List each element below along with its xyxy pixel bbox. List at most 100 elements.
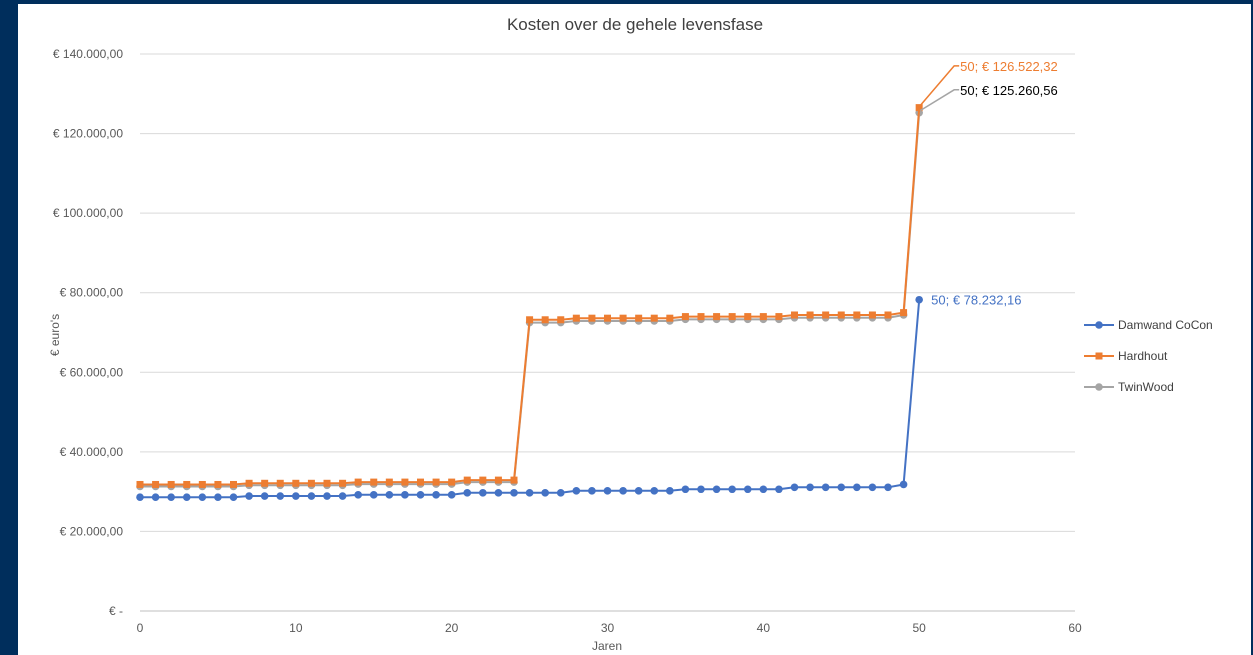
x-tick-label: 0 [137,621,144,635]
data-point [822,483,830,491]
data-label-damwand-cocon: 50; € 78.232,16 [931,293,1021,308]
data-point [183,493,191,501]
data-point [168,481,175,488]
data-point [432,491,440,499]
x-tick-label: 50 [912,621,926,635]
data-point [199,493,207,501]
data-point [900,481,908,489]
data-point [245,492,253,500]
data-point [635,315,642,322]
legend-marker [1095,383,1103,391]
data-point [666,487,674,495]
y-tick-label: € 60.000,00 [60,365,124,379]
line-chart: Kosten over de gehele levensfase € - € 20… [18,4,1251,655]
data-point [900,309,907,316]
leader-line [920,90,959,111]
y-tick-label: € 80.000,00 [60,286,124,300]
data-point [292,480,299,487]
data-point [308,492,316,500]
data-label-hardhout: 50; € 126.522,32 [960,59,1058,74]
data-point [885,311,892,318]
data-point [386,491,394,499]
data-point [573,315,580,322]
data-point [807,311,814,318]
data-point [775,313,782,320]
data-point [884,483,892,491]
data-point [620,315,627,322]
data-point [136,493,144,501]
data-point [760,313,767,320]
data-point [573,487,581,495]
data-point [401,479,408,486]
data-point [604,315,611,322]
data-point [277,480,284,487]
data-labels: 50; € 126.522,32 50; € 125.260,56 50; € 78… [920,59,1058,308]
y-tick-label: € 140.000,00 [53,47,123,61]
data-point [651,315,658,322]
data-point [324,480,331,487]
gridlines [140,54,1075,611]
data-point [292,492,300,500]
data-point [697,485,705,493]
data-point [183,481,190,488]
legend-label: Damwand CoCon [1118,318,1213,332]
data-point [869,311,876,318]
series-line [140,113,919,487]
data-point [729,313,736,320]
data-point [541,489,549,497]
data-point [355,479,362,486]
y-tick-label: € 40.000,00 [60,445,124,459]
data-point [728,485,736,493]
data-point [308,480,315,487]
data-point [511,477,518,484]
y-axis-label: € euro's [48,314,62,356]
data-point [230,493,238,501]
data-point [510,489,518,497]
data-point [791,311,798,318]
leader-line [920,66,959,106]
data-point [261,492,269,500]
data-point [214,481,221,488]
series-hardhout [137,104,923,488]
data-point [230,481,237,488]
x-tick-label: 20 [445,621,459,635]
data-point [479,477,486,484]
data-point [822,311,829,318]
y-tick-label: € 100.000,00 [53,206,123,220]
data-point [448,491,456,499]
data-point [588,487,596,495]
x-tick-label: 60 [1068,621,1082,635]
data-point [837,483,845,491]
data-point [401,491,409,499]
data-point [838,311,845,318]
data-point [246,480,253,487]
x-axis-label: Jaren [592,639,622,653]
data-point [635,487,643,495]
data-point [339,492,347,500]
data-label-twinwood: 50; € 125.260,56 [960,83,1058,98]
y-axis-tick-labels: € - € 20.000,00 € 40.000,00 € 60.000,00 € 80… [53,47,123,618]
data-point [479,489,487,497]
data-point [526,316,533,323]
y-tick-label: € - [109,604,123,618]
data-point [915,296,923,304]
y-tick-label: € 120.000,00 [53,127,123,141]
data-point [386,479,393,486]
data-point [464,477,471,484]
data-point [167,493,175,501]
data-point [137,481,144,488]
data-point [682,485,690,493]
data-point [791,483,799,491]
data-point [495,489,503,497]
x-tick-label: 30 [601,621,615,635]
data-point [698,313,705,320]
data-point [495,477,502,484]
data-point [713,485,721,493]
data-point [417,479,424,486]
data-point [433,479,440,486]
data-point [760,485,768,493]
data-point [276,492,284,500]
data-point [261,480,268,487]
data-point [199,481,206,488]
data-point [557,316,564,323]
